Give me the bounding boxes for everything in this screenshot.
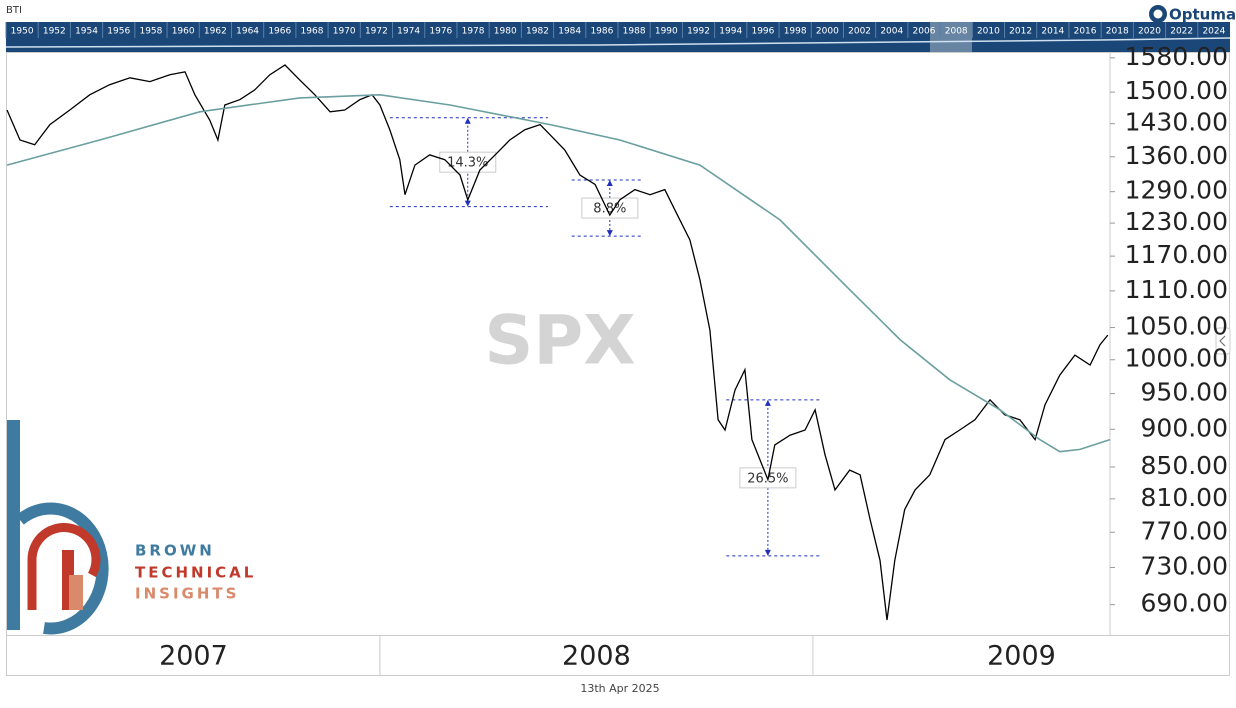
navigator-year: 2008 [945, 27, 968, 37]
navigator-year: 1980 [494, 27, 517, 37]
y-tick-label: 1170.00 [1125, 240, 1228, 269]
arrow-head [464, 200, 471, 207]
price-line [6, 93, 1111, 453]
x-band-label: 2009 [987, 641, 1056, 672]
arrow-head [464, 117, 471, 124]
measure-label: 8.8% [593, 202, 626, 217]
navigator-year: 1952 [43, 27, 66, 37]
navigator-year: 1956 [107, 27, 130, 37]
y-tick-label: 730.00 [1141, 551, 1228, 580]
navigator-year: 2004 [880, 27, 903, 37]
y-tick-label: 1110.00 [1125, 275, 1228, 304]
navigator-year: 1978 [462, 27, 485, 37]
brand: Optuma [1169, 6, 1236, 24]
watermark: SPX [484, 302, 635, 381]
navigator-year: 2012 [1009, 27, 1032, 37]
navigator-year: 1962 [204, 27, 227, 37]
navigator-year: 1992 [687, 27, 710, 37]
navigator-year: 1996 [751, 27, 774, 37]
logo-text: INSIGHTS [135, 585, 239, 603]
navigator-year: 1998 [784, 27, 807, 37]
frame [6, 52, 1230, 676]
y-tick-label: 1290.00 [1125, 176, 1228, 205]
y-tick-label: 1000.00 [1125, 344, 1228, 373]
navigator-year: 2000 [816, 27, 839, 37]
navigator-year: 2016 [1074, 27, 1097, 37]
y-tick-label: 1050.00 [1125, 312, 1228, 341]
x-band-label: 2008 [562, 641, 631, 672]
logo-arc [16, 502, 109, 635]
y-tick-label: 850.00 [1141, 451, 1228, 480]
navigator-year: 1984 [558, 27, 581, 37]
y-tick-label: 1360.00 [1125, 141, 1228, 170]
navigator-line [5, 37, 1231, 48]
side-tab[interactable] [1215, 327, 1231, 355]
navigator-year: 2022 [1170, 27, 1193, 37]
y-tick-label: 1430.00 [1125, 108, 1228, 137]
logo-text: TECHNICAL [135, 564, 256, 582]
logo [7, 420, 109, 635]
navigator-year: 1982 [526, 27, 549, 37]
logo-red [27, 523, 101, 610]
arrow-head [764, 549, 771, 556]
arrow-head [764, 399, 771, 406]
navigator-year: 1954 [75, 27, 98, 37]
navigator-year: 2014 [1041, 27, 1064, 37]
navigator-year: 2020 [1138, 27, 1161, 37]
navigator-year: 1966 [268, 27, 291, 37]
navigator-year: 1950 [11, 27, 34, 37]
navigator-year: 1958 [139, 27, 162, 37]
y-tick-label: 900.00 [1141, 413, 1228, 442]
navigator-year: 2006 [913, 27, 936, 37]
measure-box [439, 151, 497, 173]
price-line [6, 64, 1109, 621]
navigator-year: 1970 [333, 27, 356, 37]
arrow-head [606, 230, 613, 237]
navigator-year: 2002 [848, 27, 871, 37]
y-tick-label: 950.00 [1141, 378, 1228, 407]
measure-label: 14.3% [447, 156, 488, 171]
navigator-year: 1994 [719, 27, 742, 37]
y-tick-label: 690.00 [1141, 589, 1228, 618]
y-tick-label: 1580.00 [1125, 42, 1228, 71]
navigator-year: 1986 [590, 27, 613, 37]
navigator-year: 1968 [301, 27, 324, 37]
y-tick-label: 810.00 [1141, 483, 1228, 512]
navigator-year: 2010 [977, 27, 1000, 37]
navigator-year: 1988 [623, 27, 646, 37]
side-tab-arrow [1219, 335, 1226, 347]
brand-icon-hole [1153, 9, 1163, 19]
navigator-window[interactable] [930, 22, 972, 52]
chart-label: BTI [6, 5, 22, 16]
navigator-year: 1974 [397, 27, 420, 37]
navigator-year: 1960 [172, 27, 195, 37]
navigator-year: 1964 [236, 27, 259, 37]
x-band-label: 2007 [159, 641, 228, 672]
logo-bar [7, 420, 20, 630]
arrow-head [606, 180, 613, 187]
logo-orange [69, 575, 83, 610]
footer: 13th Apr 2025 [580, 682, 659, 695]
navigator-year: 1976 [429, 27, 452, 37]
navigator-year: 2018 [1106, 27, 1129, 37]
measure-box [581, 197, 639, 219]
y-tick-label: 1500.00 [1125, 76, 1228, 105]
navigator-year: 1972 [365, 27, 388, 37]
navigator-year: 1990 [655, 27, 678, 37]
navigator-year: 2024 [1202, 27, 1225, 37]
y-tick-label: 1230.00 [1125, 207, 1228, 236]
y-tick-label: 770.00 [1141, 516, 1228, 545]
logo-text: BROWN [135, 542, 215, 560]
